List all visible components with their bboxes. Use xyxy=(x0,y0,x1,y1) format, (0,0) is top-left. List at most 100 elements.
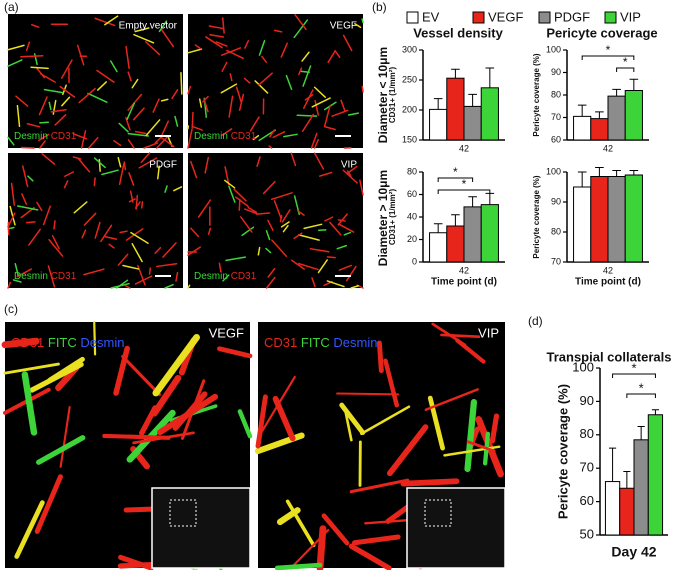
vessel xyxy=(270,192,293,201)
stain-label: Desmin CD31 xyxy=(194,131,257,142)
y-axis-label: CD31+ (1/mm²) xyxy=(388,67,397,124)
stain-name: Desmin xyxy=(194,271,228,282)
vessel xyxy=(87,92,108,103)
vessel xyxy=(143,142,159,149)
vessel xyxy=(301,51,310,62)
vessel xyxy=(346,170,352,178)
vessel xyxy=(130,231,149,245)
chart-title: Transpial collaterals xyxy=(546,349,671,364)
y-tick-label: 150 xyxy=(402,134,417,144)
vessel xyxy=(25,221,36,224)
vessel xyxy=(155,263,178,268)
vessel xyxy=(337,219,346,222)
vessel xyxy=(78,87,96,104)
significance-label: * xyxy=(623,55,628,69)
vessel xyxy=(162,242,177,258)
vessel xyxy=(16,268,33,278)
vessel xyxy=(267,219,274,232)
vessel xyxy=(73,201,88,214)
y-tick-label: 50 xyxy=(580,526,594,541)
stain-name: CD31 xyxy=(231,131,257,142)
stain-name: FITC xyxy=(301,335,330,350)
error-bar xyxy=(629,78,639,91)
stain-name: CD31 xyxy=(264,335,297,350)
bar xyxy=(480,204,499,263)
image-label: VEGF xyxy=(330,21,357,32)
vessel xyxy=(138,157,158,169)
vessel xyxy=(228,95,234,118)
stain-name: Desmin xyxy=(14,131,48,142)
vessel xyxy=(16,104,21,128)
vessel xyxy=(273,200,282,220)
vessel xyxy=(192,125,203,131)
vessel xyxy=(118,163,125,186)
vessel xyxy=(27,175,34,182)
vessel xyxy=(241,226,255,237)
vessel xyxy=(352,534,401,546)
legend-label: VIP xyxy=(620,9,641,24)
error-bar xyxy=(629,170,639,175)
vessel xyxy=(327,50,336,64)
vessel xyxy=(203,98,209,113)
vessel xyxy=(338,264,353,271)
vessel xyxy=(113,139,122,147)
vessel xyxy=(64,171,75,177)
vessel xyxy=(108,243,115,249)
error-bar xyxy=(595,167,604,177)
vessel xyxy=(14,262,19,277)
vessel xyxy=(154,246,162,254)
vessel xyxy=(218,262,222,273)
vessel xyxy=(240,216,253,233)
vessel xyxy=(132,431,195,445)
vessel xyxy=(243,77,251,84)
vessel xyxy=(197,199,212,218)
legend-label: PDGF xyxy=(554,9,590,24)
vessel xyxy=(134,130,147,135)
vessel xyxy=(257,246,261,256)
stain-label: Desmin CD31 xyxy=(194,271,257,282)
vessel xyxy=(302,65,312,87)
y-tick-label: 90 xyxy=(551,67,561,77)
bar xyxy=(480,87,499,141)
y-tick-label: 250 xyxy=(402,74,417,84)
x-axis-label: Time point (d) xyxy=(575,277,641,288)
y-tick-label: 60 xyxy=(580,493,594,508)
vessel xyxy=(220,83,238,94)
vessel xyxy=(113,345,130,396)
y-tick-label: 80 xyxy=(580,426,594,441)
image-label: Empty vector xyxy=(119,21,178,32)
vessel xyxy=(53,220,56,230)
vessel xyxy=(104,15,119,26)
stain-label: CD31 FITC Desmin xyxy=(264,335,377,350)
vessel xyxy=(83,212,97,226)
vessel xyxy=(119,230,128,234)
bar xyxy=(573,186,592,263)
x-tick-label: 42 xyxy=(459,143,469,153)
vessel xyxy=(228,185,236,203)
vessel xyxy=(96,81,108,91)
micrograph xyxy=(8,14,183,148)
x-tick-label: 42 xyxy=(603,265,613,275)
vessel xyxy=(383,358,399,408)
bar xyxy=(619,487,635,536)
vessel xyxy=(198,98,203,108)
vessel xyxy=(20,146,35,149)
vessel xyxy=(127,132,150,137)
vessel xyxy=(348,543,392,570)
error-bar xyxy=(609,447,617,482)
stain-name: CD31 xyxy=(51,271,77,282)
y-tick-label: 40 xyxy=(407,211,417,221)
vessel xyxy=(175,271,179,282)
stain-label: CD31 FITC Desmin xyxy=(11,335,124,350)
y-tick-label: 300 xyxy=(402,44,417,54)
vessel xyxy=(268,145,273,149)
vessel xyxy=(314,99,320,116)
vessel xyxy=(294,14,307,31)
vessel xyxy=(25,41,31,52)
vessel xyxy=(489,413,500,444)
vessel xyxy=(50,109,67,113)
vessel xyxy=(310,132,318,149)
significance-bracket xyxy=(437,189,491,194)
vessel xyxy=(39,140,46,149)
vessel xyxy=(125,45,130,70)
